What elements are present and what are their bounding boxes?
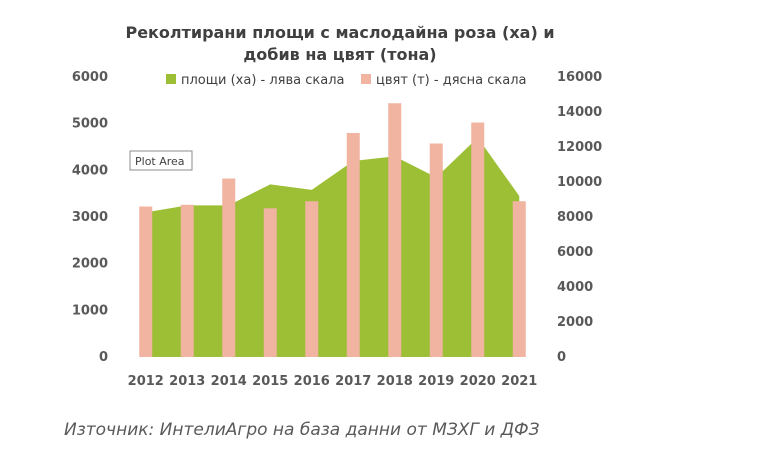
left-tick-label: 2000 (72, 257, 108, 272)
x-tick-label: 2018 (377, 374, 413, 389)
left-tick-label: 1000 (72, 303, 108, 318)
x-tick-label: 2014 (211, 374, 247, 389)
right-tick-label: 6000 (557, 245, 593, 260)
rose-chart: Реколтирани площи с маслодайна роза (ха)… (72, 23, 602, 389)
right-tick-label: 16000 (557, 70, 602, 85)
right-tick-label: 10000 (557, 175, 602, 190)
right-tick-label: 4000 (557, 280, 593, 295)
left-tick-label: 4000 (72, 163, 108, 178)
right-axis: 0 2000 4000 6000 8000 10000 12000 14000 16000 (557, 70, 602, 365)
left-tick-label: 5000 (72, 117, 108, 132)
left-tick-label: 3000 (72, 210, 108, 225)
left-tick-label: 0 (99, 350, 108, 365)
legend-swatch-bar (361, 74, 371, 84)
legend: площи (ха) - лява скала цвят (т) - дясна… (166, 73, 527, 88)
bar-tsvyat-2021 (512, 201, 526, 357)
plot-area[interactable] (139, 103, 526, 357)
bar-tsvyat-2013 (180, 204, 194, 357)
bar-tsvyat-2012 (139, 206, 153, 357)
legend-label-bar: цвят (т) - дясна скала (376, 73, 527, 88)
x-tick-label: 2021 (501, 374, 537, 389)
x-tick-label: 2019 (418, 374, 454, 389)
x-axis: 2012 2013 2014 2015 2016 2017 2018 2019 2020 2021 (128, 374, 538, 389)
area-series-plosti (145, 137, 520, 357)
bar-tsvyat-2015 (263, 208, 277, 357)
bar-tsvyat-2018 (388, 103, 402, 357)
bar-tsvyat-2014 (222, 178, 236, 357)
bar-tsvyat-2016 (305, 201, 319, 357)
tooltip-box (129, 150, 193, 171)
x-tick-label: 2013 (169, 374, 205, 389)
right-tick-label: 2000 (557, 315, 593, 330)
legend-swatch-area (166, 74, 176, 84)
chart-title-line-1: Реколтирани площи с маслодайна роза (ха)… (125, 23, 554, 42)
bar-tsvyat-2017 (346, 133, 360, 357)
x-tick-label: 2012 (128, 374, 164, 389)
bar-tsvyat-2020 (471, 122, 485, 357)
left-axis: 0 1000 2000 3000 4000 5000 6000 (72, 70, 108, 365)
chart-title-line-2: добив на цвят (тона) (243, 45, 436, 64)
right-tick-label: 8000 (557, 210, 593, 225)
tooltip-text: Plot Area (135, 155, 185, 168)
right-tick-label: 12000 (557, 140, 602, 155)
legend-label-area: площи (ха) - лява скала (181, 73, 344, 88)
x-tick-label: 2020 (460, 374, 496, 389)
plot-area-tooltip: Plot Area (129, 150, 193, 171)
x-tick-label: 2017 (335, 374, 371, 389)
x-tick-label: 2016 (294, 374, 330, 389)
left-tick-label: 6000 (72, 70, 108, 85)
right-tick-label: 14000 (557, 105, 602, 120)
bar-tsvyat-2019 (429, 143, 443, 357)
source-note: Източник: ИнтелиАгро на база данни от МЗ… (64, 420, 540, 440)
right-tick-label: 0 (557, 350, 566, 365)
x-tick-label: 2015 (252, 374, 288, 389)
